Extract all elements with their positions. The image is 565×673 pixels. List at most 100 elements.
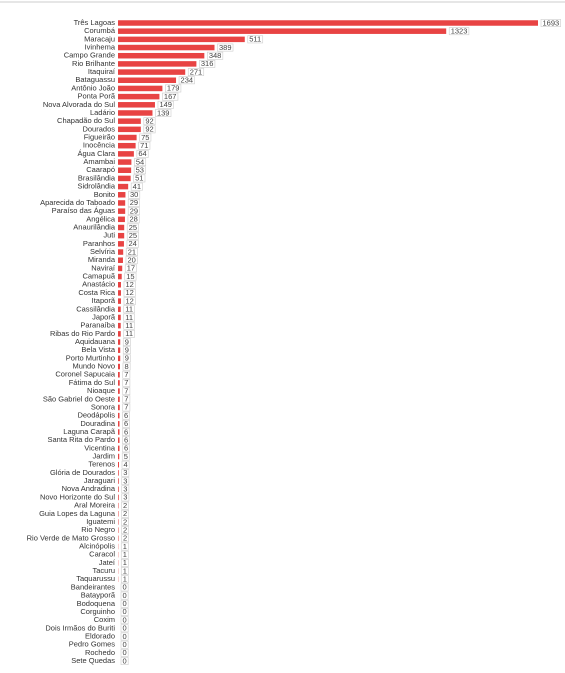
bar bbox=[118, 380, 120, 386]
category-label: Bonito bbox=[94, 190, 115, 199]
category-label: Fátima do Sul bbox=[69, 378, 116, 387]
value-label: 92 bbox=[145, 116, 153, 125]
value-label-box bbox=[122, 403, 131, 412]
bar bbox=[118, 273, 122, 280]
category-label: Porto Murtinho bbox=[66, 353, 115, 362]
value-label: 0 bbox=[123, 624, 127, 633]
category-label: Ladário bbox=[90, 108, 115, 117]
bar bbox=[118, 102, 155, 108]
value-label: 21 bbox=[128, 247, 136, 256]
value-label: 7 bbox=[124, 370, 128, 379]
bar bbox=[118, 142, 136, 149]
value-label-box bbox=[121, 518, 129, 526]
value-label: 2 bbox=[123, 517, 127, 526]
category-label: Jateí bbox=[99, 558, 116, 567]
value-label-box bbox=[123, 313, 135, 322]
value-label-box bbox=[122, 436, 130, 445]
value-label-box bbox=[120, 657, 129, 665]
value-label-box bbox=[178, 76, 195, 85]
value-label-box bbox=[120, 632, 129, 641]
category-label: Aral Moreira bbox=[74, 501, 116, 510]
value-label: 511 bbox=[249, 35, 261, 44]
category-label: Itaporã bbox=[92, 296, 116, 305]
value-label-box bbox=[136, 149, 149, 158]
category-label: Japorã bbox=[92, 312, 116, 321]
value-label-box bbox=[155, 109, 172, 117]
bar bbox=[118, 298, 121, 304]
value-label-box bbox=[120, 583, 129, 592]
value-label-box bbox=[126, 223, 139, 232]
value-label: 75 bbox=[141, 133, 149, 142]
bar bbox=[118, 183, 129, 190]
category-label: Bandeirantes bbox=[71, 582, 115, 591]
value-label-box bbox=[123, 329, 135, 338]
value-label-box bbox=[120, 624, 129, 633]
category-label: Sidrolândia bbox=[77, 182, 115, 191]
bar bbox=[118, 69, 186, 75]
value-label-box bbox=[120, 648, 129, 657]
value-label: 0 bbox=[123, 648, 127, 657]
value-label: 12 bbox=[125, 280, 133, 289]
value-label-box bbox=[122, 346, 131, 355]
bar bbox=[118, 494, 119, 501]
bar bbox=[118, 44, 215, 51]
value-label: 11 bbox=[125, 329, 133, 338]
bar bbox=[118, 134, 137, 141]
category-label: Taquarussu bbox=[76, 574, 115, 583]
value-label-box bbox=[138, 141, 151, 150]
bar bbox=[118, 249, 124, 255]
bar bbox=[118, 224, 125, 231]
value-label-box bbox=[134, 158, 147, 166]
category-label: Jaraguari bbox=[84, 476, 116, 485]
value-label-box bbox=[121, 460, 130, 469]
bar bbox=[118, 437, 120, 443]
category-label: Chapadão do Sul bbox=[57, 116, 115, 125]
value-label-box bbox=[122, 338, 131, 346]
value-label: 3 bbox=[123, 485, 127, 494]
bar bbox=[118, 28, 447, 34]
value-label-box bbox=[123, 280, 136, 289]
value-label-box bbox=[448, 27, 470, 36]
category-label: São Gabriel do Oeste bbox=[43, 394, 115, 403]
bar bbox=[118, 445, 120, 452]
value-label-box bbox=[157, 100, 174, 109]
category-label: Guia Lopes da Laguna bbox=[39, 509, 116, 518]
bar bbox=[118, 453, 120, 460]
bar bbox=[118, 52, 205, 59]
category-label: Mundo Novo bbox=[72, 362, 115, 371]
category-label: Inocência bbox=[83, 141, 116, 150]
bar bbox=[118, 347, 121, 353]
category-label: Ivinhema bbox=[85, 43, 116, 52]
bar bbox=[118, 478, 119, 484]
bar bbox=[118, 110, 153, 116]
category-label: Alcinópolis bbox=[79, 542, 115, 551]
value-label: 4 bbox=[123, 460, 127, 469]
category-label: Angélica bbox=[86, 214, 116, 223]
value-label-box bbox=[540, 19, 561, 27]
value-label: 3 bbox=[123, 468, 127, 477]
bar bbox=[118, 306, 121, 313]
value-label-box bbox=[121, 468, 130, 477]
category-label: Rio Verde de Mato Grosso bbox=[27, 533, 115, 542]
category-label: Camapuã bbox=[82, 272, 115, 281]
category-label: Tacuru bbox=[92, 566, 115, 575]
value-label: 30 bbox=[130, 190, 138, 199]
value-label-box bbox=[165, 84, 182, 93]
bar bbox=[118, 175, 131, 182]
value-label: 0 bbox=[123, 656, 127, 665]
value-label-box bbox=[207, 51, 224, 60]
bar bbox=[118, 167, 132, 173]
category-label: Bataguassu bbox=[75, 75, 115, 84]
value-label: 6 bbox=[124, 435, 128, 444]
bar bbox=[118, 200, 126, 206]
value-label-box bbox=[123, 321, 135, 330]
value-label: 28 bbox=[129, 215, 137, 224]
category-label: Naviraí bbox=[91, 263, 116, 272]
value-label: 12 bbox=[125, 296, 133, 305]
bar bbox=[118, 265, 123, 272]
value-label: 7 bbox=[124, 395, 128, 404]
category-label: Rochedo bbox=[85, 648, 115, 657]
category-label: Juti bbox=[103, 231, 115, 240]
value-label-box bbox=[120, 575, 129, 584]
value-label: 0 bbox=[123, 599, 127, 608]
